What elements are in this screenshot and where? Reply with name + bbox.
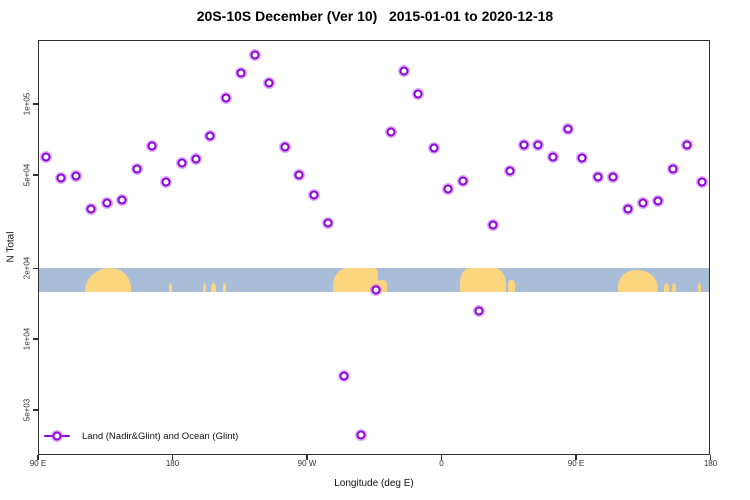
data-point xyxy=(386,127,396,137)
data-point xyxy=(697,177,707,187)
land-patch-south-america-east xyxy=(377,279,387,292)
land-patch-madagascar xyxy=(508,279,516,292)
x-axis-tick-label: 180 xyxy=(165,459,180,468)
data-point xyxy=(205,131,215,141)
data-point xyxy=(236,68,246,78)
data-point xyxy=(548,152,558,162)
land-patch-island xyxy=(671,282,677,292)
x-axis-tick xyxy=(575,455,577,460)
legend: Land (Nadir&Glint) and Ocean (Glint) xyxy=(44,430,238,442)
data-point xyxy=(577,153,587,163)
data-point xyxy=(132,164,142,174)
ocean-band xyxy=(39,268,709,292)
y-axis-tick xyxy=(33,267,38,270)
land-patch-australia xyxy=(617,269,659,292)
land-patch-pacific-island xyxy=(169,282,172,292)
data-point xyxy=(41,152,51,162)
data-point xyxy=(56,173,66,183)
data-point xyxy=(102,198,112,208)
x-axis-tick-label: 90 W xyxy=(297,459,317,468)
y-axis-tick-label: 1e+05 xyxy=(22,92,32,116)
data-point xyxy=(623,204,633,214)
x-axis-tick-label: 90 E xyxy=(29,459,47,468)
x-axis-title: Longitude (deg E) xyxy=(334,478,414,489)
data-point xyxy=(323,218,333,228)
y-axis-tick-label: 5e+04 xyxy=(22,163,32,187)
x-axis-tick xyxy=(306,455,308,460)
y-axis-tick xyxy=(33,409,38,411)
data-point xyxy=(221,93,231,103)
land-patch-pacific-island xyxy=(211,282,216,292)
data-point xyxy=(339,371,349,381)
data-point xyxy=(294,170,304,180)
data-point xyxy=(399,66,409,76)
x-axis-tick xyxy=(171,455,174,460)
data-point xyxy=(71,171,81,181)
data-point xyxy=(250,50,260,60)
data-point xyxy=(280,142,290,152)
data-point xyxy=(653,196,663,206)
data-point xyxy=(147,141,157,151)
legend-line xyxy=(44,431,70,441)
x-axis-tick-label: 180 xyxy=(703,459,718,468)
data-point xyxy=(608,172,618,182)
data-point xyxy=(177,158,187,168)
x-axis-tick-label: 0 xyxy=(439,459,444,468)
data-point xyxy=(413,89,423,99)
chart-title: 20S-10S December (Ver 10) 2015-01-01 to … xyxy=(196,8,554,24)
data-point xyxy=(563,124,573,134)
y-axis-tick-label: 1e+04 xyxy=(22,327,32,351)
land-patch-pacific-island xyxy=(223,282,226,292)
land-patch-pacific-island xyxy=(203,282,207,292)
land-patch-africa xyxy=(460,268,506,292)
data-point xyxy=(86,204,96,214)
data-point xyxy=(117,195,127,205)
data-point xyxy=(371,285,381,295)
x-axis-tick xyxy=(440,455,443,460)
data-point xyxy=(488,220,498,230)
x-axis-tick xyxy=(37,455,39,460)
x-axis-tick-label: 90 E xyxy=(567,459,585,468)
legend-marker-icon xyxy=(52,431,62,441)
data-point xyxy=(638,198,648,208)
y-axis-tick-label: 5e+03 xyxy=(22,398,32,422)
data-point xyxy=(505,166,515,176)
y-axis-tick xyxy=(33,338,38,340)
data-point xyxy=(443,184,453,194)
legend-label: Land (Nadir&Glint) and Ocean (Glint) xyxy=(82,430,239,442)
land-patch-island xyxy=(664,282,670,292)
y-axis-tick-label: 2e+04 xyxy=(22,257,32,280)
data-point xyxy=(161,177,171,187)
data-point xyxy=(309,190,319,200)
data-point xyxy=(264,78,274,88)
data-point xyxy=(356,430,366,440)
data-point xyxy=(458,176,468,186)
x-axis-tick xyxy=(709,455,712,460)
y-axis-tick xyxy=(33,103,38,105)
data-point xyxy=(474,306,484,316)
data-point xyxy=(533,140,543,150)
data-point xyxy=(519,140,529,150)
y-axis-tick xyxy=(33,174,38,176)
data-point xyxy=(191,154,201,164)
data-point xyxy=(668,164,678,174)
land-patch-fiji xyxy=(697,282,701,292)
y-axis-title: N Total xyxy=(5,231,17,263)
data-point xyxy=(429,143,439,153)
data-point xyxy=(593,172,603,182)
plot-area xyxy=(38,40,710,455)
land-patch-south-america xyxy=(333,268,378,292)
data-point xyxy=(682,140,692,150)
